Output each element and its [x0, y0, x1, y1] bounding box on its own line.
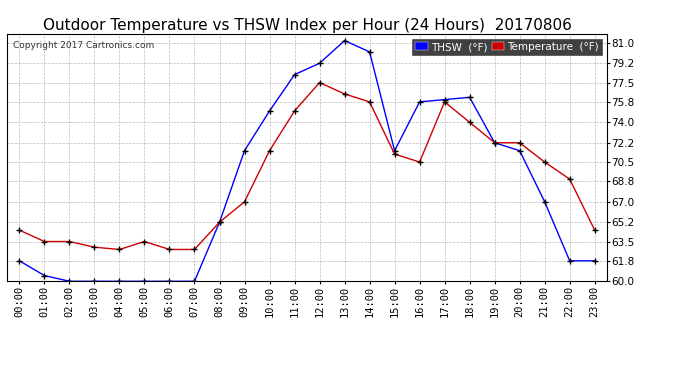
Legend: THSW  (°F), Temperature  (°F): THSW (°F), Temperature (°F): [412, 39, 602, 55]
Text: Copyright 2017 Cartronics.com: Copyright 2017 Cartronics.com: [13, 41, 154, 50]
Title: Outdoor Temperature vs THSW Index per Hour (24 Hours)  20170806: Outdoor Temperature vs THSW Index per Ho…: [43, 18, 571, 33]
